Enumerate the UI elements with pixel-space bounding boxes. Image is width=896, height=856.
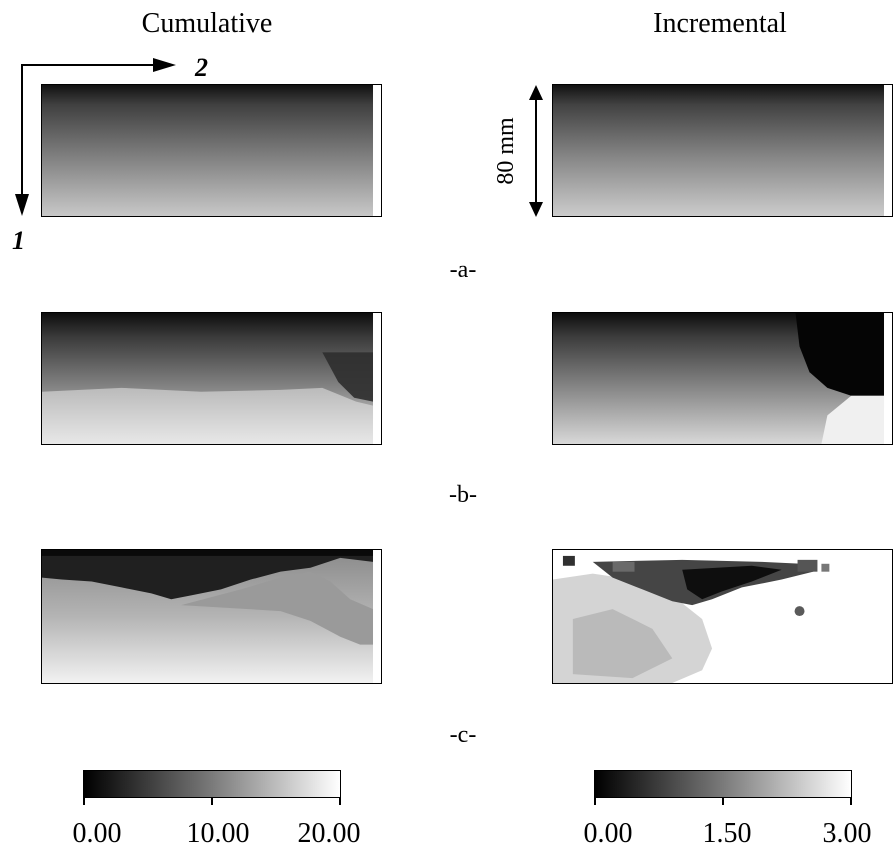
cumulative-map-a-graphic bbox=[42, 85, 381, 216]
axis-2-label: 2 bbox=[195, 53, 208, 82]
colorbar-incremental-min-label: 0.00 bbox=[583, 818, 633, 849]
colorbar-cumulative bbox=[83, 770, 341, 798]
cumulative-map-c-graphic bbox=[42, 550, 381, 683]
incremental-map-c-graphic bbox=[553, 550, 892, 683]
colorbar-incremental bbox=[594, 770, 852, 798]
dimension-arrow bbox=[529, 85, 543, 217]
row-label-a: -a- bbox=[449, 257, 477, 283]
column-title-cumulative: Cumulative bbox=[141, 8, 273, 39]
cumulative-map-c bbox=[41, 549, 382, 684]
colorbar-incremental-max-label: 3.00 bbox=[822, 818, 872, 849]
cumulative-map-b-graphic bbox=[42, 313, 381, 444]
incremental-map-a bbox=[552, 84, 893, 217]
column-title-incremental: Incremental bbox=[653, 8, 787, 39]
cumulative-map-b bbox=[41, 312, 382, 445]
incremental-map-a-graphic bbox=[553, 85, 892, 216]
colorbar-cumulative-tick-max bbox=[339, 797, 341, 805]
orientation-axes bbox=[15, 58, 176, 216]
colorbar-cumulative-tick-mid bbox=[211, 797, 213, 805]
colorbar-incremental-tick-min bbox=[594, 797, 596, 805]
axis-1-label: 1 bbox=[12, 226, 25, 255]
colorbar-incremental-tick-mid bbox=[722, 797, 724, 805]
row-label-b: -b- bbox=[449, 482, 477, 508]
row-label-c: -c- bbox=[449, 722, 477, 748]
colorbar-incremental-mid-label: 1.50 bbox=[702, 818, 752, 849]
colorbar-cumulative-min-label: 0.00 bbox=[72, 818, 122, 849]
colorbar-cumulative-mid-label: 10.00 bbox=[186, 818, 250, 849]
colorbar-cumulative-tick-min bbox=[83, 797, 85, 805]
dimension-label: 80 mm bbox=[493, 117, 519, 185]
incremental-map-b bbox=[552, 312, 893, 445]
incremental-map-b-graphic bbox=[553, 313, 892, 444]
colorbar-incremental-tick-max bbox=[850, 797, 852, 805]
cumulative-map-a bbox=[41, 84, 382, 217]
colorbar-cumulative-max-label: 20.00 bbox=[297, 818, 361, 849]
incremental-map-c bbox=[552, 549, 893, 684]
